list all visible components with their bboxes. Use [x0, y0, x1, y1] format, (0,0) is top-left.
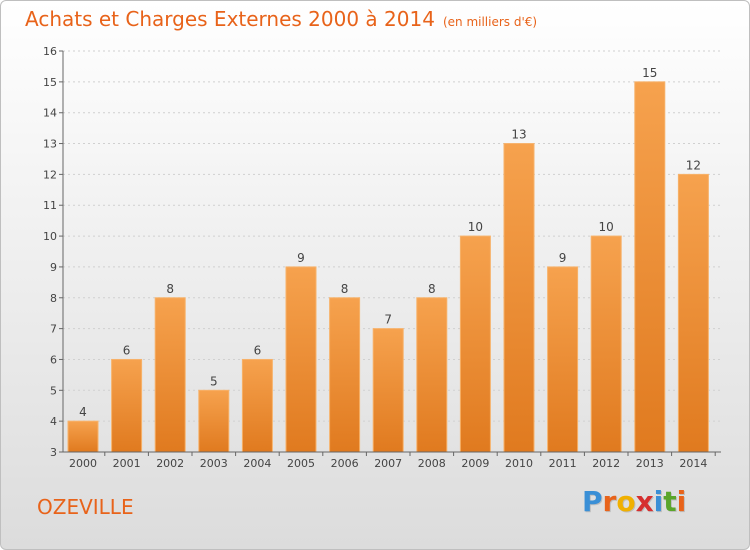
logo-letter: o	[616, 485, 636, 518]
data-label: 4	[79, 405, 87, 419]
y-tick-label: 16	[43, 45, 57, 58]
data-label: 6	[254, 343, 262, 357]
x-tick-label: 2010	[505, 457, 533, 470]
chart-title: Achats et Charges Externes 2000 à 2014 (e…	[25, 7, 537, 31]
data-label: 15	[642, 66, 657, 80]
x-tick-label: 2012	[592, 457, 620, 470]
title-main: Achats et Charges Externes 2000 à 2014	[25, 7, 435, 31]
bar	[590, 235, 622, 453]
bar	[285, 266, 317, 453]
bar	[329, 297, 361, 453]
bar	[634, 81, 666, 453]
y-tick-label: 6	[50, 353, 57, 366]
y-tick-label: 8	[50, 292, 57, 305]
data-label: 7	[384, 313, 392, 327]
x-axis-ticks: 2000 2001 2002 2003 2004 2005 2006 2007 2008 2009…	[69, 452, 716, 470]
commune-name: OZEVILLE	[37, 495, 134, 519]
logo-letter: i	[676, 485, 687, 518]
logo-letter: P	[582, 485, 603, 518]
x-tick-label: 2001	[113, 457, 141, 470]
data-label: 5	[210, 374, 218, 388]
logo-letter: r	[602, 485, 617, 518]
x-tick-label: 2004	[243, 457, 271, 470]
x-tick-label: 2011	[549, 457, 577, 470]
bar	[111, 358, 143, 453]
data-label: 9	[559, 251, 567, 265]
x-tick-label: 2006	[331, 457, 359, 470]
x-tick-label: 2009	[461, 457, 489, 470]
bar	[459, 235, 491, 453]
logo-letter: x	[635, 485, 654, 518]
bar	[67, 420, 99, 453]
y-tick-label: 13	[43, 138, 57, 151]
y-tick-label: 4	[50, 415, 57, 428]
data-label: 9	[297, 251, 305, 265]
title-unit: (en milliers d'€)	[442, 15, 538, 29]
bars	[67, 81, 709, 453]
data-label: 10	[599, 220, 614, 234]
data-label: 6	[123, 343, 131, 357]
data-label: 13	[511, 128, 526, 142]
x-tick-label: 2008	[418, 457, 446, 470]
x-tick-label: 2005	[287, 457, 315, 470]
y-tick-label: 14	[43, 107, 57, 120]
x-tick-label: 2002	[156, 457, 184, 470]
bar	[503, 143, 535, 453]
x-tick-label: 2003	[200, 457, 228, 470]
bar	[198, 389, 230, 453]
proxiti-logo: Proxiti	[582, 485, 686, 518]
logo-letter: i	[653, 485, 664, 518]
y-axis-ticks: 3 4 5 6 7 8 9 10 11 12 13 14 15 16	[43, 45, 63, 459]
x-tick-label: 2000	[69, 457, 97, 470]
x-tick-label: 2014	[679, 457, 707, 470]
y-tick-label: 15	[43, 76, 57, 89]
data-label: 8	[166, 282, 174, 296]
y-tick-label: 10	[43, 230, 57, 243]
data-label: 12	[686, 158, 701, 172]
logo-letter: t	[663, 485, 677, 518]
data-labels: 4 6 8 5 6 9 8 7 8 10 13 9 10 15 12	[79, 66, 701, 419]
y-tick-label: 12	[43, 168, 57, 181]
data-label: 8	[341, 282, 349, 296]
x-tick-label: 2007	[374, 457, 402, 470]
x-tick-label: 2013	[636, 457, 664, 470]
bar	[416, 297, 448, 453]
bar	[547, 266, 579, 453]
y-tick-label: 11	[43, 199, 57, 212]
bar	[241, 358, 273, 453]
data-label: 8	[428, 282, 436, 296]
axes	[62, 51, 721, 453]
bar	[372, 328, 404, 453]
y-tick-label: 5	[50, 384, 57, 397]
y-tick-label: 3	[50, 446, 57, 459]
y-tick-label: 7	[50, 323, 57, 336]
bar	[154, 297, 186, 453]
data-label: 10	[468, 220, 483, 234]
bar	[677, 173, 709, 453]
y-tick-label: 9	[50, 261, 57, 274]
